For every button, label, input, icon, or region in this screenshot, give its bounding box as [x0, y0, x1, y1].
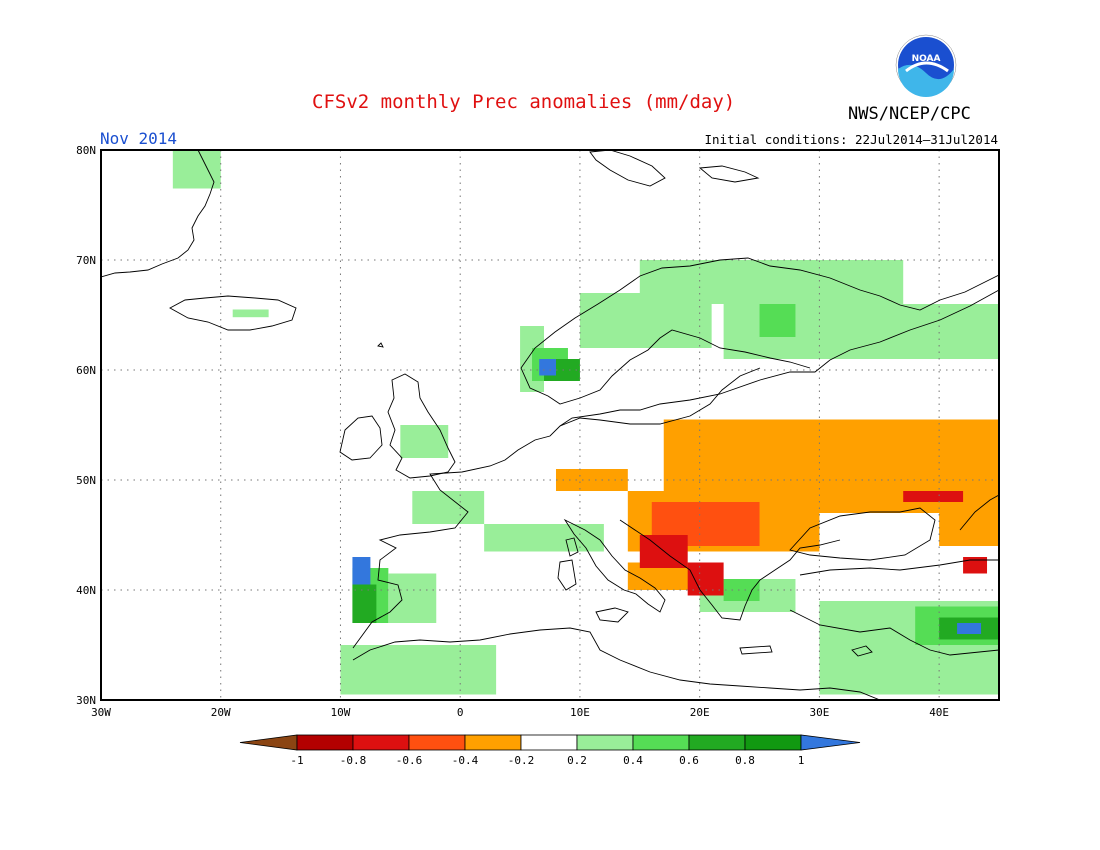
colorbar	[239, 734, 861, 751]
colorbar-swatch	[296, 734, 354, 751]
colorbar-tick-label: -1	[290, 754, 303, 767]
colorbar-swatch	[688, 734, 746, 751]
forecast-month: Nov 2014	[100, 129, 177, 148]
latitude-tick-label: 70N	[76, 254, 96, 267]
latitude-tick-label: 40N	[76, 584, 96, 597]
colorbar-swatch	[352, 734, 410, 751]
anomaly-region	[963, 557, 988, 574]
anomaly-region	[903, 491, 964, 502]
anomaly-region	[723, 579, 760, 601]
anomaly-region	[957, 623, 982, 634]
longitude-tick-label: 10E	[570, 706, 590, 719]
colorbar-tick-label: 0.2	[567, 754, 587, 767]
colorbar-tick-label: -0.2	[508, 754, 535, 767]
colorbar-swatch	[520, 734, 578, 751]
colorbar-extend-high	[800, 734, 861, 751]
colorbar-tick-label: -0.8	[340, 754, 367, 767]
logo-label: NOAA	[912, 54, 941, 64]
anomaly-region	[639, 260, 904, 304]
anomaly-region	[400, 425, 449, 458]
colorbar-swatch	[464, 734, 522, 751]
anomaly-region	[539, 359, 556, 376]
gridlines	[101, 150, 999, 700]
longitude-tick-label: 30E	[809, 706, 829, 719]
colorbar-tick-label: 0.6	[679, 754, 699, 767]
colorbar-tick-label: 0.8	[735, 754, 755, 767]
anomaly-region	[555, 469, 628, 491]
anomaly-region	[172, 150, 221, 189]
longitude-tick-label: 20W	[211, 706, 231, 719]
longitude-tick-label: 10W	[331, 706, 351, 719]
anomaly-layer	[172, 150, 999, 695]
anomaly-region	[352, 584, 377, 623]
colorbar-tick-label: -0.6	[396, 754, 423, 767]
colorbar-tick-label: 0.4	[623, 754, 643, 767]
colorbar-extend-low	[239, 734, 298, 751]
anomaly-region	[232, 309, 269, 318]
agency-label: NWS/NCEP/CPC	[848, 104, 971, 124]
longitude-tick-label: 30W	[91, 706, 111, 719]
anomaly-region	[352, 557, 371, 585]
latitude-tick-label: 30N	[76, 694, 96, 707]
colorbar-swatch	[408, 734, 466, 751]
colorbar-tick-label: -0.4	[452, 754, 479, 767]
noaa-logo: NOAA	[895, 34, 957, 97]
colorbar-tick-label: 1	[798, 754, 805, 767]
latitude-tick-label: 80N	[76, 144, 96, 157]
longitude-tick-label: 0	[457, 706, 464, 719]
initial-conditions: Initial conditions: 22Jul2014–31Jul2014	[705, 132, 999, 147]
coastlines	[101, 150, 999, 700]
longitude-labels: 30W 20W 10W 0 10E 20E 30E 40E	[91, 706, 949, 719]
map-frame	[100, 149, 1000, 701]
anomaly-region	[388, 573, 437, 623]
latitude-tick-label: 60N	[76, 364, 96, 377]
colorbar-swatch	[576, 734, 634, 751]
longitude-tick-label: 40E	[929, 706, 949, 719]
anomaly-region	[759, 304, 796, 337]
anomaly-region	[687, 562, 724, 596]
colorbar-labels: -1 -0.8 -0.6 -0.4 -0.2 0.2 0.4 0.6 0.8 1	[290, 754, 804, 767]
longitude-tick-label: 20E	[690, 706, 710, 719]
latitude-labels: 30N 40N 50N 60N 70N 80N	[76, 144, 96, 707]
anomaly-region	[484, 524, 604, 552]
colorbar-swatch	[632, 734, 690, 751]
latitude-tick-label: 50N	[76, 474, 96, 487]
anomaly-region	[340, 645, 497, 695]
colorbar-swatch	[744, 734, 802, 751]
map-title: CFSv2 monthly Prec anomalies (mm/day)	[312, 91, 735, 113]
